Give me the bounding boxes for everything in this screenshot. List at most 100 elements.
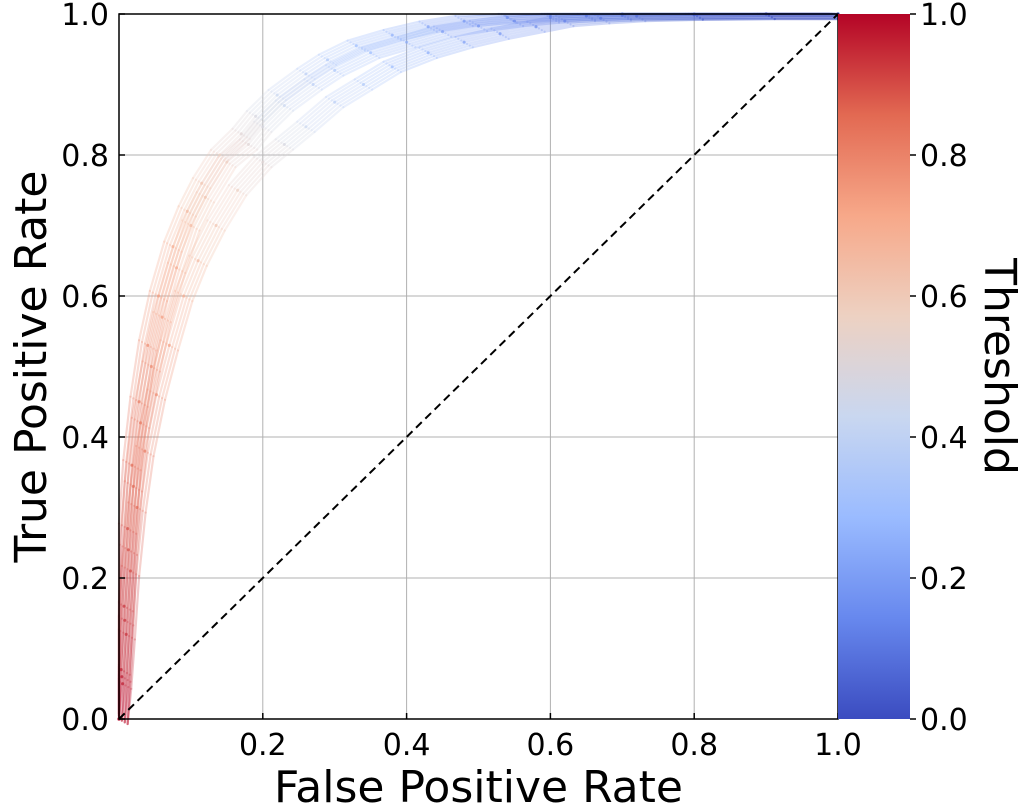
roc-segment — [209, 164, 234, 202]
roc-segment — [468, 19, 515, 26]
roc-segment — [247, 125, 264, 146]
roc-segment — [135, 423, 145, 490]
roc-segment — [526, 14, 558, 23]
roc-segment — [222, 141, 247, 162]
roc-point — [171, 245, 175, 249]
roc-segment — [218, 132, 243, 157]
roc-segment — [270, 69, 302, 93]
roc-segment — [366, 39, 405, 53]
roc-segment — [191, 148, 213, 180]
roc-segment — [391, 51, 430, 68]
roc-segment — [521, 21, 561, 28]
roc-segment — [133, 402, 144, 468]
roc-segment — [429, 21, 469, 30]
roc-segment — [158, 321, 172, 373]
roc-point — [236, 188, 240, 192]
roc-point — [462, 40, 466, 44]
roc-segment — [209, 158, 230, 190]
roc-segment — [135, 342, 146, 402]
roc-point — [160, 315, 164, 319]
roc-segment — [179, 257, 197, 296]
roc-segment — [163, 205, 180, 243]
roc-segment — [129, 552, 136, 625]
plot-frame — [118, 13, 839, 720]
roc-segment — [421, 37, 460, 51]
roc-segment — [248, 120, 266, 141]
roc-point — [333, 68, 337, 72]
roc-segment — [183, 180, 200, 211]
roc-segment — [209, 185, 233, 224]
roc-point — [505, 15, 509, 20]
roc-segment — [277, 80, 309, 104]
roc-segment — [127, 444, 138, 504]
roc-point — [135, 505, 139, 510]
roc-segment — [560, 15, 599, 21]
roc-segment — [507, 30, 546, 40]
roc-segment — [162, 291, 180, 344]
roc-point — [354, 44, 358, 48]
roc-segment — [267, 67, 299, 92]
roc-segment — [140, 426, 151, 493]
roc-point — [426, 51, 430, 55]
roc-segment — [291, 88, 323, 112]
roc-segment — [176, 299, 194, 352]
roc-segment — [427, 41, 466, 54]
roc-segment — [333, 51, 372, 72]
roc-segment — [532, 18, 564, 27]
roc-segment — [120, 460, 128, 527]
roc-segment — [501, 27, 540, 37]
roc-segment — [245, 88, 270, 113]
roc-segment — [181, 227, 198, 273]
roc-segment — [591, 17, 630, 21]
roc-point — [405, 40, 409, 44]
roc-segment — [136, 404, 146, 470]
roc-segment — [273, 71, 305, 95]
roc-point — [304, 72, 308, 76]
roc-point — [131, 484, 135, 488]
roc-segment — [626, 16, 702, 20]
roc-segment — [463, 32, 502, 44]
roc-segment — [382, 46, 421, 63]
roc-segment — [168, 294, 185, 347]
roc-segment — [317, 39, 349, 56]
roc-segment — [132, 553, 139, 627]
roc-segment — [566, 18, 605, 24]
roc-point — [138, 421, 143, 425]
roc-segment — [296, 95, 328, 123]
roc-segment — [588, 16, 627, 19]
roc-segment — [276, 72, 308, 97]
roc-segment — [209, 127, 234, 152]
roc-segment — [588, 14, 627, 18]
roc-segment — [135, 509, 144, 576]
colorbar-tick-label: 1.0 — [920, 0, 968, 33]
roc-segment — [641, 16, 702, 21]
roc-segment — [129, 624, 135, 683]
roc-segment — [138, 451, 149, 511]
roc-point — [361, 82, 366, 87]
roc-segment — [314, 70, 339, 88]
x-tick-label: 0.8 — [670, 728, 718, 763]
roc-segment — [138, 425, 148, 491]
roc-point — [174, 266, 179, 270]
roc-segment — [307, 102, 339, 130]
roc-point — [635, 14, 639, 18]
roc-point — [128, 569, 133, 573]
roc-point — [154, 393, 158, 397]
roc-point — [146, 343, 150, 347]
roc-segment — [240, 115, 257, 135]
roc-segment — [135, 450, 146, 509]
roc-segment — [196, 224, 218, 262]
roc-point — [426, 25, 430, 29]
roc-segment — [329, 46, 361, 63]
roc-segment — [129, 339, 141, 398]
roc-segment — [238, 120, 256, 141]
roc-segment — [399, 56, 438, 74]
roc-segment — [498, 25, 538, 35]
roc-point — [333, 100, 337, 104]
roc-segment — [143, 393, 158, 453]
roc-segment — [289, 129, 313, 149]
roc-segment — [141, 453, 152, 512]
roc-segment — [120, 605, 126, 671]
roc-segment — [122, 568, 129, 634]
roc-segment — [212, 187, 236, 225]
